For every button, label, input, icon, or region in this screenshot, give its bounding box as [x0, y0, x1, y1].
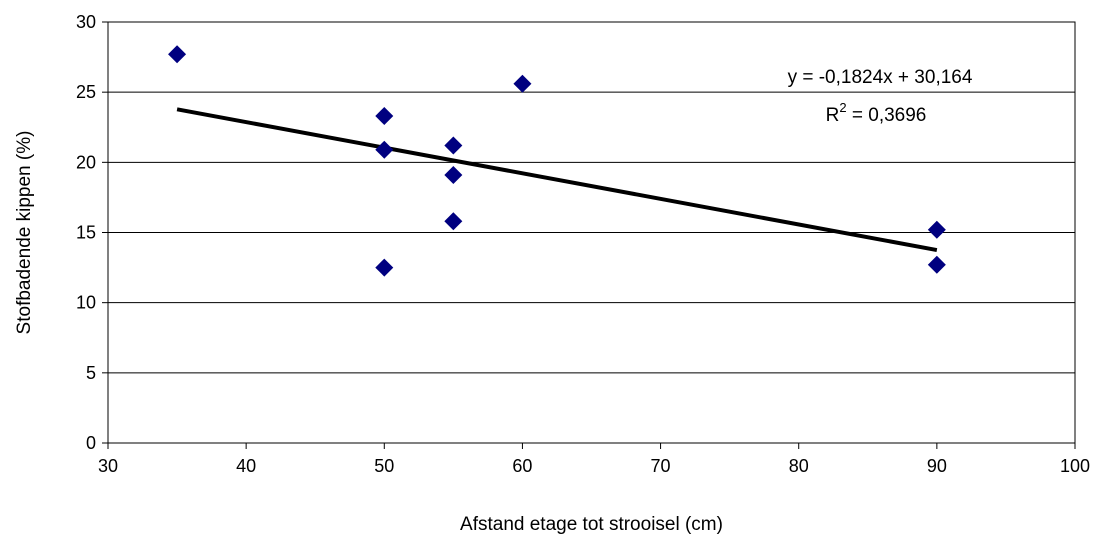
x-tick-labels: 30 40 50 60 70 80 90 100	[98, 456, 1090, 476]
r2-prefix: R	[826, 105, 840, 126]
x-tick-label: 60	[512, 456, 532, 476]
y-axis-title: Stofbadende kippen (%)	[14, 131, 35, 335]
y-tick-label: 25	[76, 82, 96, 102]
y-tick-label: 20	[76, 152, 96, 172]
data-point	[513, 74, 532, 93]
y-tick-labels: 0 5 10 15 20 25 30	[76, 12, 96, 453]
data-point	[927, 255, 946, 274]
x-tick-label: 50	[374, 456, 394, 476]
x-axis-title: Afstand etage tot strooisel (cm)	[460, 514, 723, 535]
data-point	[168, 45, 187, 64]
data-point	[444, 212, 463, 231]
trendline-equation: y = -0,1824x + 30,164	[788, 67, 973, 88]
data-points	[168, 45, 946, 277]
y-tick-label: 15	[76, 223, 96, 243]
axis-ticks	[102, 21, 1076, 449]
y-tick-label: 5	[86, 363, 96, 383]
data-point	[375, 258, 394, 277]
r2-value: = 0,3696	[847, 105, 927, 126]
x-tick-label: 40	[236, 456, 256, 476]
data-point	[444, 136, 463, 155]
y-tick-label: 10	[76, 293, 96, 313]
x-tick-label: 70	[651, 456, 671, 476]
y-tick-label: 0	[86, 433, 96, 453]
trendline	[176, 107, 938, 253]
gridlines	[108, 91, 1075, 374]
r-squared-label: R2 = 0,3696	[826, 100, 927, 126]
x-tick-label: 80	[789, 456, 809, 476]
data-point	[375, 140, 394, 159]
r2-superscript: 2	[839, 100, 846, 115]
data-point	[927, 220, 946, 239]
x-tick-label: 30	[98, 456, 118, 476]
x-tick-label: 100	[1060, 456, 1090, 476]
data-point	[444, 165, 463, 184]
y-tick-label: 30	[76, 12, 96, 32]
x-tick-label: 90	[927, 456, 947, 476]
data-point	[375, 107, 394, 126]
